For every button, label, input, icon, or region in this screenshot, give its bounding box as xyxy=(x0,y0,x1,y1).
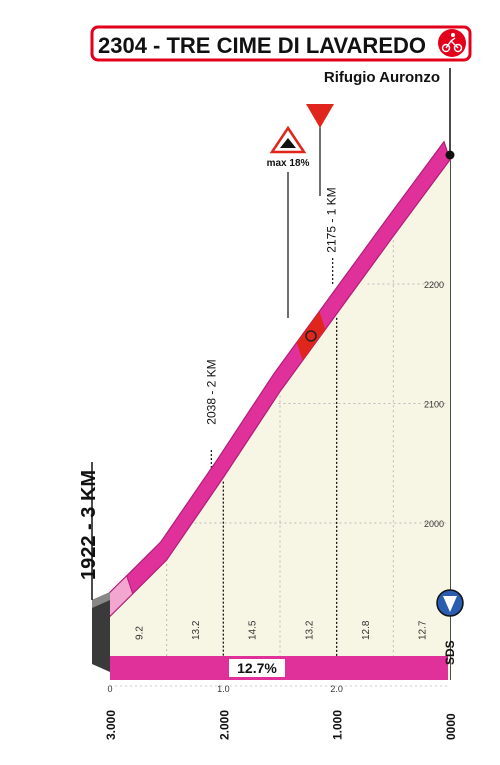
max-gradient-point xyxy=(305,330,317,342)
sds-label: SDS xyxy=(443,640,457,665)
start-wall xyxy=(92,592,110,672)
distance-to-go-label: 1.000 xyxy=(331,710,345,740)
sprint-bonus-icon xyxy=(436,589,464,617)
profile-band xyxy=(103,140,451,618)
title-box: 2304 - TRE CIME DI LAVAREDO xyxy=(90,25,472,62)
steep-gradient-warning-icon xyxy=(269,125,307,154)
elevation-tick-labels: 2000 2100 2200 xyxy=(424,280,444,529)
distance-to-go-label: 0000 xyxy=(444,713,458,740)
segment-gradient-label: 12.8 xyxy=(361,620,372,640)
elevation-tick-label: 2000 xyxy=(424,519,444,529)
start-label: 1922 - 3 KM xyxy=(78,470,100,580)
distance-tick-label: 1.0 xyxy=(217,684,230,694)
distance-tick-label: 2.0 xyxy=(330,684,343,694)
segment-gradient-label: 13.2 xyxy=(191,620,202,640)
distance-to-go-label: 3.000 xyxy=(104,710,118,740)
red-triangle-icon xyxy=(306,104,334,128)
summit-dot xyxy=(445,150,455,160)
max-gradient-label: max 18% xyxy=(267,158,310,169)
distance-to-go-label: 2.000 xyxy=(217,710,231,740)
distance-tick-label: 0 xyxy=(107,684,112,694)
segment-gradient-labels: 9.2 13.2 14.5 13.2 12.8 12.7 xyxy=(134,620,428,640)
page-title: 2304 - TRE CIME DI LAVAREDO xyxy=(98,33,426,58)
average-gradient-label: 12.7% xyxy=(237,660,277,676)
steep-section xyxy=(296,311,326,361)
profile-area-fill xyxy=(110,159,450,681)
marker-label-1km: 2175 - 1 KM xyxy=(325,187,339,252)
elevation-tick-label: 2100 xyxy=(424,400,444,410)
distance-to-go-ticks: 3.000 2.000 1.000 0000 xyxy=(104,710,458,740)
start-wall-top xyxy=(92,592,110,608)
segment-gradient-label: 14.5 xyxy=(248,620,259,640)
segment-gradient-label: 9.2 xyxy=(134,626,145,640)
average-gradient-box xyxy=(229,659,285,677)
marker-label-2km: 2038 - 2 KM xyxy=(204,359,218,424)
elevation-tick-label: 2200 xyxy=(424,280,444,290)
cycling-climb-icon xyxy=(438,29,466,57)
title-frame xyxy=(90,25,472,62)
segment-gradient-label: 13.2 xyxy=(304,620,315,640)
summit-name: Rifugio Auronzo xyxy=(324,69,440,86)
elevation-gridlines xyxy=(189,283,446,524)
distance-ticks: 0 1.0 2.0 xyxy=(107,684,450,694)
segment-gradient-label: 12.7 xyxy=(418,620,429,640)
